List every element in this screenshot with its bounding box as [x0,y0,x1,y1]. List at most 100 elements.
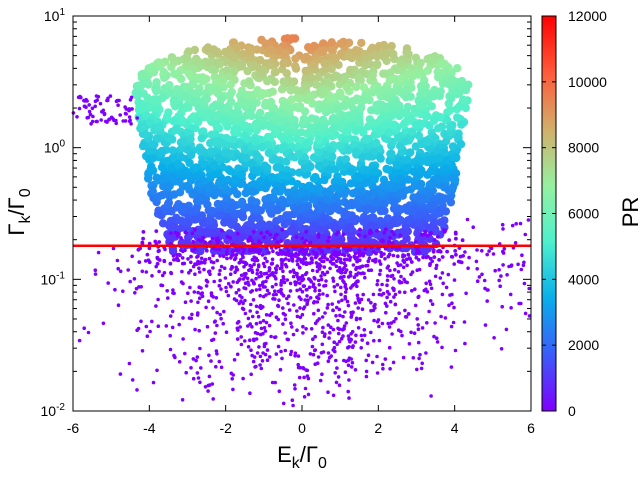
outlier-point [203,257,208,262]
scatter-point [266,97,276,107]
scatter-point [207,85,217,95]
outlier-point [219,365,224,370]
outlier-point [204,284,209,288]
outlier-point [314,254,319,258]
outlier-point [259,366,264,371]
outlier-point [467,255,471,260]
y-axis-ticks: 101 100 10-1 10-2 [41,7,531,419]
outlier-point [260,253,265,257]
scatter-point [226,80,235,89]
outlier-point [298,249,302,254]
outlier-point [264,279,268,284]
scatter-point [422,112,431,121]
outlier-point [381,366,385,371]
scatter-point [327,127,336,136]
scatter-point [173,71,183,80]
outlier-point [251,359,256,364]
outlier-point [336,300,341,304]
scatter-point [375,127,384,136]
scatter-point [169,96,179,106]
outlier-point [317,317,322,321]
outlier-point [362,333,367,338]
outlier-point [317,283,322,287]
scatter-point [322,151,331,160]
outlier-point [217,359,222,364]
outlier-point [317,262,322,267]
outlier-point [116,303,121,308]
scatter-point [188,80,197,89]
scatter-point [395,174,404,183]
outlier-point [497,278,502,283]
outlier-point [183,300,188,305]
outlier-point [301,331,305,335]
outlier-point [279,290,283,295]
outlier-point [462,320,467,324]
outlier-point [376,246,381,251]
outlier-point [424,287,428,292]
outlier-point [433,274,438,279]
outlier-point [401,265,406,270]
outlier-point [378,272,382,277]
scatter-point [301,66,310,76]
outlier-point [274,292,279,297]
scatter-point [163,156,172,165]
outlier-point [353,301,358,305]
outlier-point [254,256,258,261]
scatter-point [306,123,315,132]
outlier-point [233,256,238,261]
scatter-point [277,132,286,141]
scatter-point [394,134,403,143]
outlier-point [396,263,401,268]
outlier-point [130,107,134,111]
outlier-point [392,319,396,324]
scatter-point [373,59,382,69]
outlier-point [262,272,267,276]
scatter-point [287,95,296,104]
outlier-point [235,321,240,325]
outlier-point [290,398,295,403]
scatter-point [444,99,453,108]
outlier-point [251,280,256,284]
scatter-point [229,202,238,211]
outlier-point [124,107,129,111]
scatter-point [276,117,285,126]
scatter-point [382,164,391,174]
scatter-point [406,92,415,101]
scatter-point [314,135,323,145]
scatter-point [340,210,349,219]
outlier-point [501,263,505,267]
outlier-point [328,259,333,264]
outlier-point [346,363,351,368]
outlier-point [210,236,215,241]
outlier-point [328,266,332,271]
outlier-point [355,259,360,264]
outlier-point [118,372,123,376]
scatter-point [206,58,215,68]
scatter-point [320,202,329,212]
outlier-point [359,297,364,302]
scatter-point [448,142,458,151]
scatter-point [395,85,404,95]
scatter-point [452,104,462,114]
outlier-point [287,258,291,263]
outlier-point [522,260,526,265]
outlier-point [302,240,307,245]
outlier-point [256,239,261,244]
outlier-point [243,286,248,291]
outlier-point [289,255,294,260]
scatter-point [247,100,257,110]
outlier-point [334,358,338,363]
outlier-point [334,264,339,269]
scatter-point [182,182,191,191]
scatter-point [244,226,253,236]
outlier-point [359,271,363,276]
outlier-point [264,313,269,317]
outlier-point [301,366,305,370]
scatter-point [425,180,435,189]
outlier-point [313,286,317,290]
outlier-point [267,355,272,359]
outlier-point [373,259,378,264]
outlier-point [214,349,219,353]
outlier-point [519,267,524,272]
scatter-point [236,233,246,242]
